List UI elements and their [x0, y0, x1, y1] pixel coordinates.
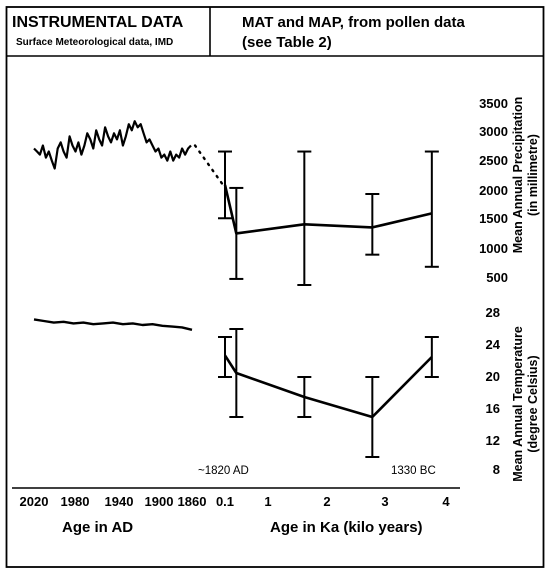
x-ad-axis-title: Age in AD [62, 519, 133, 536]
header-left-title: INSTRUMENTAL DATA [12, 14, 184, 31]
x-ka-tick-label: 4 [442, 494, 450, 509]
header-right-line2: (see Table 2) [242, 34, 332, 51]
x-ka-tick-label: 1 [264, 494, 271, 509]
header-right-line1: MAT and MAP, from pollen data [242, 14, 465, 31]
precip-tick-label: 2500 [479, 153, 508, 168]
precip-pollen-line [223, 184, 433, 235]
precip-tick-label: 3500 [479, 96, 508, 111]
temp-tick-label: 8 [493, 462, 500, 477]
figure-frame [5, 6, 545, 568]
temp-axis-title-line2: (degree Celsius) [526, 355, 540, 452]
precip-tick-label: 1000 [479, 241, 508, 256]
x-ad-tick-label: 1900 [145, 494, 174, 509]
x-ka-tick-label: 3 [381, 494, 388, 509]
precip-tick-label: 2000 [479, 183, 508, 198]
temp-tick-label: 16 [486, 401, 500, 416]
x-ad-ticks: 2020 1980 1940 1900 1860 [20, 494, 207, 509]
precip-axis-title: Mean Annual Precipitation (in millimetre… [511, 97, 540, 254]
precip-instrumental-line [33, 120, 192, 170]
precip-dotted-connector [193, 144, 225, 187]
precip-axis-ticks: 3500 3000 2500 2000 1500 1000 500 [479, 96, 508, 285]
temp-pollen-line [223, 354, 433, 419]
x-ad-tick-label: 1980 [61, 494, 90, 509]
precip-tick-label: 3000 [479, 124, 508, 139]
header-left-subtitle: Surface Meteorological data, IMD [16, 37, 173, 48]
chart-data-layer [33, 120, 439, 458]
x-ad-tick-label: 2020 [20, 494, 49, 509]
x-ka-tick-label: 0.1 [216, 494, 234, 509]
annotation-1820ad: ~1820 AD [198, 465, 249, 477]
temp-tick-label: 20 [486, 369, 500, 384]
x-ad-tick-label: 1860 [178, 494, 207, 509]
temp-tick-label: 12 [486, 433, 500, 448]
x-ka-tick-label: 2 [323, 494, 330, 509]
temp-axis-title-line1: Mean Annual Temperature [511, 326, 525, 482]
temp-tick-label: 28 [486, 305, 500, 320]
precip-axis-title-line2: (in millimetre) [526, 134, 540, 216]
precip-axis-title-line1: Mean Annual Precipitation [511, 97, 525, 254]
temp-instrumental-line [33, 318, 193, 331]
temp-tick-label: 24 [486, 337, 501, 352]
x-ka-axis-title: Age in Ka (kilo years) [270, 519, 423, 536]
precip-tick-label: 1500 [479, 211, 508, 226]
x-ka-ticks: 0.1 1 2 3 4 [216, 494, 450, 509]
temp-axis-ticks: 28 24 20 16 12 8 [486, 305, 501, 477]
annotation-1330bc: 1330 BC [391, 465, 436, 477]
x-ad-tick-label: 1940 [105, 494, 134, 509]
precip-tick-label: 500 [486, 270, 508, 285]
temp-axis-title: Mean Annual Temperature (degree Celsius) [511, 326, 540, 482]
